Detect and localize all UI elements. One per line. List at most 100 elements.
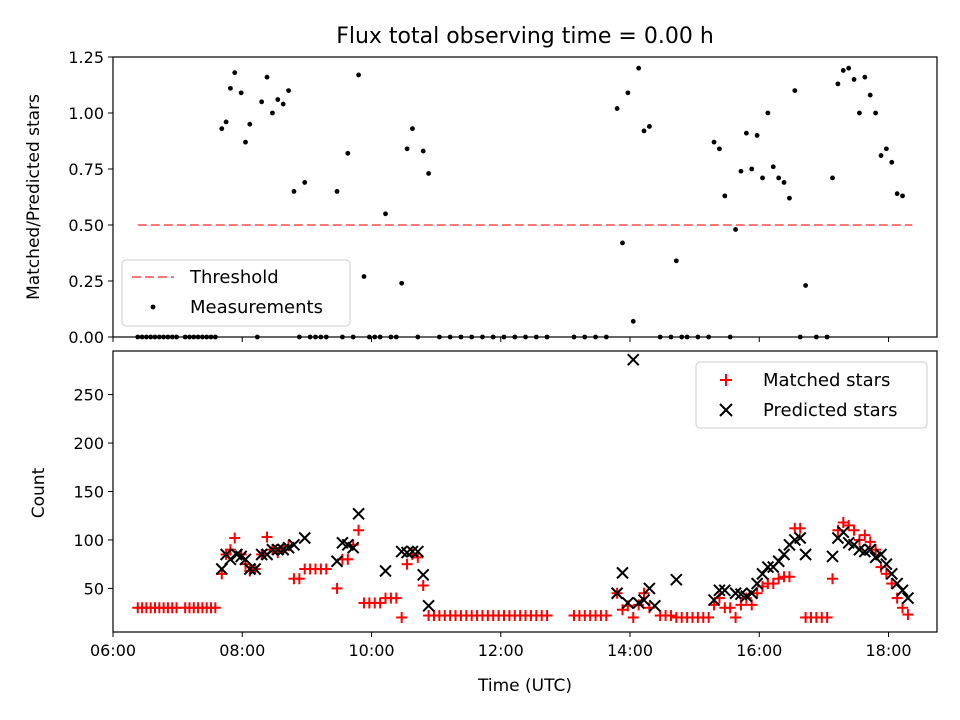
predicted-star-marker	[864, 543, 877, 556]
bottom-x-ticks: 06:00 08:00 10:00 12:00 14:00 16:00 18:00	[90, 632, 912, 660]
matched-star-marker	[730, 611, 742, 623]
matched-star-marker	[773, 573, 785, 585]
predicted-star-marker	[901, 591, 915, 605]
measurement-point	[857, 110, 862, 116]
predicted-star-marker	[346, 541, 360, 554]
predicted-star-marker	[287, 538, 301, 552]
measurement-point	[286, 88, 291, 93]
predicted-stars-points	[215, 353, 915, 613]
predicted-star-marker	[745, 587, 758, 600]
predicted-star-marker	[713, 584, 726, 597]
measurement-point	[760, 175, 765, 181]
matched-star-marker	[412, 551, 424, 563]
measurement-point	[835, 81, 841, 87]
measurement-point	[900, 193, 905, 199]
measurement-point	[641, 128, 647, 134]
measurement-point	[264, 74, 270, 80]
predicted-legend-label: Predicted stars	[763, 400, 897, 421]
top-y-axis-label: Matched/Predicted stars	[24, 94, 44, 300]
measurement-point	[247, 121, 253, 127]
measurement-point	[781, 180, 787, 185]
matched-star-marker	[703, 611, 715, 623]
bottom-y-tick-label: 50	[84, 579, 104, 598]
measurement-point	[840, 68, 846, 73]
bottom-x-tick-label: 16:00	[736, 641, 782, 660]
matched-star-marker	[331, 582, 343, 594]
matched-star-marker	[209, 602, 221, 614]
measurement-point	[862, 74, 868, 80]
predicted-star-marker	[637, 593, 651, 607]
matched-star-marker	[600, 610, 612, 622]
measurement-point	[356, 72, 361, 78]
matched-star-marker	[848, 524, 860, 536]
predicted-star-marker	[837, 525, 850, 539]
predicted-star-marker	[411, 545, 425, 558]
top-y-ticks: 0.00 0.25 0.50 0.75 1.00 1.25	[68, 48, 113, 347]
predicted-star-marker	[621, 596, 635, 610]
predicted-star-marker	[224, 553, 237, 566]
predicted-star-marker	[718, 584, 732, 597]
bottom-x-tick-label: 18:00	[865, 641, 911, 660]
threshold-legend-label: Threshold	[189, 267, 279, 288]
measurement-point	[302, 180, 308, 185]
bottom-y-tick-label: 200	[73, 434, 104, 453]
top-y-tick-label: 0.50	[68, 216, 104, 235]
measurement-point	[238, 90, 244, 96]
bottom-y-axis-label: Count	[29, 467, 49, 518]
measurement-point	[883, 146, 889, 152]
matched-star-marker	[627, 611, 639, 623]
bottom-x-tick-label: 14:00	[607, 641, 653, 660]
predicted-star-marker	[896, 584, 909, 597]
measurement-point	[630, 318, 636, 324]
measurement-point	[404, 146, 410, 152]
measurement-point	[722, 193, 728, 199]
measurement-point	[410, 126, 415, 132]
bottom-panel: Time (UTC) Count 50 100 150 200 250 06:00 08:…	[29, 350, 938, 696]
matched-star-marker	[827, 573, 839, 585]
matched-legend-swatch	[720, 374, 732, 386]
matched-star-marker	[229, 532, 241, 544]
bottom-y-ticks: 50 100 150 200 250	[73, 386, 113, 598]
matched-star-marker	[353, 524, 365, 536]
measurement-point	[420, 148, 426, 154]
matched-star-marker	[401, 558, 413, 570]
bottom-y-tick-label: 100	[73, 531, 104, 550]
matched-star-marker	[724, 602, 736, 614]
measurement-point	[232, 70, 238, 76]
measurement-point	[846, 65, 852, 71]
matched-star-marker	[390, 592, 402, 604]
top-y-tick-label: 0.75	[68, 160, 104, 179]
chart-title: Flux total observing time = 0.00 h	[336, 24, 714, 49]
matched-star-marker	[783, 571, 795, 583]
matched-star-marker	[320, 563, 332, 575]
predicted-star-marker	[874, 548, 888, 561]
measurement-point	[749, 166, 755, 172]
top-y-tick-label: 1.25	[68, 48, 104, 67]
predicted-star-marker	[248, 562, 262, 576]
top-x-ticks	[112, 337, 890, 342]
measurement-point	[878, 153, 884, 158]
measurement-point	[625, 90, 631, 96]
measurement-point	[334, 189, 340, 194]
predicted-star-marker	[352, 507, 365, 520]
predicted-star-marker	[670, 573, 683, 586]
measurement-point	[711, 139, 717, 145]
measurements-legend-label: Measurements	[190, 297, 323, 318]
bottom-x-axis-label: Time (UTC)	[477, 676, 572, 696]
measurement-point	[275, 97, 281, 102]
predicted-star-marker	[777, 548, 791, 561]
predicted-star-marker	[271, 543, 285, 556]
predicted-star-marker	[379, 564, 392, 578]
top-y-tick-label: 0.25	[68, 272, 104, 291]
matched-star-marker	[767, 578, 779, 590]
measurement-point	[259, 99, 265, 105]
measurement-point	[243, 139, 248, 145]
matched-star-marker	[821, 611, 833, 623]
predicted-star-marker	[761, 560, 775, 574]
predicted-star-marker	[266, 543, 279, 556]
measurement-point	[219, 126, 225, 132]
measurement-point	[770, 164, 776, 170]
predicted-star-marker	[799, 548, 812, 561]
matched-star-marker	[396, 611, 408, 623]
